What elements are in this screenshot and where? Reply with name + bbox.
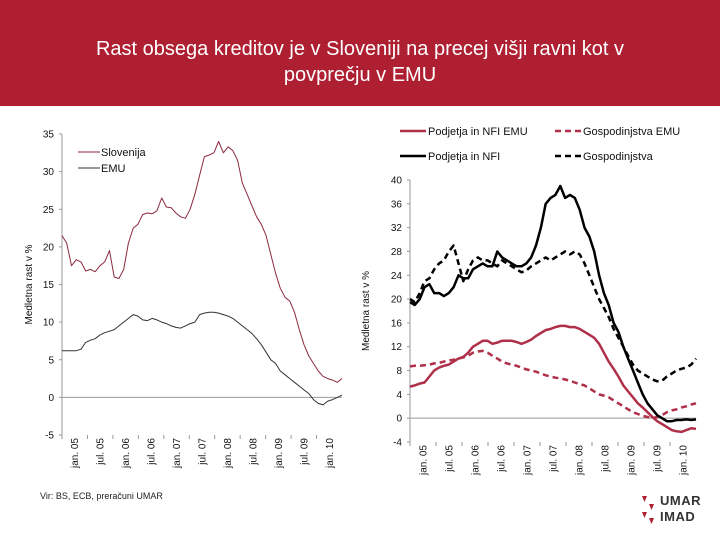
left-chart-x-tick-label: jul. 05 bbox=[96, 438, 107, 466]
left-chart-x-tick-label: jul. 07 bbox=[198, 438, 209, 466]
left-chart-y-tick-label: 35 bbox=[43, 130, 55, 141]
right-chart-x-tick-label: jan. 10 bbox=[679, 445, 690, 476]
right-chart-y-tick-label: 40 bbox=[391, 176, 403, 187]
left-chart-x-tick-label: jan. 07 bbox=[172, 438, 183, 469]
right-legend-label-households: Gospodinjstva bbox=[583, 151, 654, 163]
logo-line-1: UMAR bbox=[660, 493, 701, 508]
left-chart-series-line-2 bbox=[62, 311, 343, 406]
right-chart-y-tick-label: 36 bbox=[391, 199, 403, 210]
left-chart-y-tick-label: 15 bbox=[43, 280, 55, 291]
slide-title: Rast obsega kreditov je v Sloveniji na p… bbox=[40, 36, 680, 88]
slide-title-line-1: Rast obsega kreditov je v Sloveniji na p… bbox=[95, 38, 625, 60]
right-chart-y-tick-label: -4 bbox=[393, 438, 402, 449]
left-legend-label-slovenija: Slovenija bbox=[101, 147, 147, 159]
left-chart-x-tick-label: jul. 06 bbox=[147, 438, 158, 466]
left-chart-x-tick-label: jan. 05 bbox=[70, 438, 81, 469]
right-chart-y-axis-title: Medletna rast v % bbox=[361, 271, 372, 351]
left-legend-label-emu: EMU bbox=[101, 163, 126, 175]
right-chart-x-tick-label: jul. 07 bbox=[549, 445, 560, 473]
right-chart-y-tick-label: 24 bbox=[391, 271, 403, 282]
right-chart-y-tick-label: 20 bbox=[391, 295, 403, 306]
left-chart-y-tick-label: -5 bbox=[45, 431, 54, 442]
right-chart-y-tick-label: 32 bbox=[391, 223, 403, 234]
left-chart-y-tick-label: 30 bbox=[43, 167, 55, 178]
right-chart-x-tick-label: jan. 07 bbox=[523, 445, 534, 476]
left-chart-x-tick-label: jan. 08 bbox=[223, 438, 234, 469]
left-chart-y-tick-label: 25 bbox=[43, 205, 55, 216]
right-chart-x-tick-label: jan. 09 bbox=[627, 445, 638, 476]
slide-title-line-2: povprečju v EMU bbox=[283, 64, 437, 86]
left-chart-y-tick-label: 20 bbox=[43, 242, 55, 253]
right-chart-y-tick-label: 0 bbox=[396, 414, 402, 425]
right-chart-y-tick-label: 8 bbox=[396, 366, 402, 377]
right-chart-series-line-2 bbox=[409, 349, 697, 420]
title-banner: Rast obsega kreditov je v Sloveniji na p… bbox=[0, 0, 720, 106]
logo-mark-icon bbox=[642, 496, 654, 524]
right-chart-y-tick-label: 4 bbox=[396, 390, 402, 401]
left-chart-y-axis-title: Medletna rast v % bbox=[24, 244, 35, 324]
right-chart-series-line-3 bbox=[409, 184, 697, 423]
left-chart-series-line-1 bbox=[61, 141, 343, 383]
left-chart-x-tick-label: jan. 09 bbox=[274, 438, 285, 469]
right-legend-label-nfi: Podjetja in NFI bbox=[428, 151, 500, 163]
logo-line-2: IMAD bbox=[660, 509, 696, 524]
right-chart-x-tick-label: jan. 06 bbox=[471, 445, 482, 476]
left-chart-y-tick-label: 10 bbox=[43, 318, 55, 329]
left-chart-x-tick-label: jan. 06 bbox=[121, 438, 132, 469]
right-legend-label-households-emu: Gospodinjstva EMU bbox=[583, 126, 680, 138]
right-chart-series-line-4 bbox=[409, 244, 697, 383]
right-chart-x-tick-label: jul. 06 bbox=[497, 445, 508, 473]
right-chart-x-tick-label: jan. 08 bbox=[575, 445, 586, 476]
right-chart-x-tick-label: jul. 09 bbox=[653, 445, 664, 473]
left-chart-y-tick-label: 5 bbox=[48, 355, 54, 366]
left-chart-y-tick-label: 0 bbox=[48, 393, 54, 404]
umar-logo: UMAR IMAD bbox=[640, 490, 710, 534]
right-chart-series-line-1 bbox=[409, 324, 697, 434]
right-legend-label-nfi-emu: Podjetja in NFI EMU bbox=[428, 126, 528, 138]
source-note: Vir: BS, ECB, preračuni UMAR bbox=[40, 491, 163, 501]
right-chart-x-tick-label: jul. 05 bbox=[445, 445, 456, 473]
right-chart-x-tick-label: jan. 05 bbox=[419, 445, 430, 476]
right-chart-y-tick-label: 28 bbox=[391, 247, 403, 258]
left-chart-x-tick-label: jan. 10 bbox=[325, 438, 336, 469]
logo-text: UMAR IMAD bbox=[660, 493, 701, 525]
right-chart-y-tick-label: 16 bbox=[391, 318, 403, 329]
left-chart-x-tick-label: jul. 08 bbox=[248, 438, 259, 466]
left-chart-x-tick-label: jul. 09 bbox=[299, 438, 310, 466]
right-chart-x-tick-label: jul. 08 bbox=[601, 445, 612, 473]
right-chart-y-tick-label: 12 bbox=[391, 342, 403, 353]
